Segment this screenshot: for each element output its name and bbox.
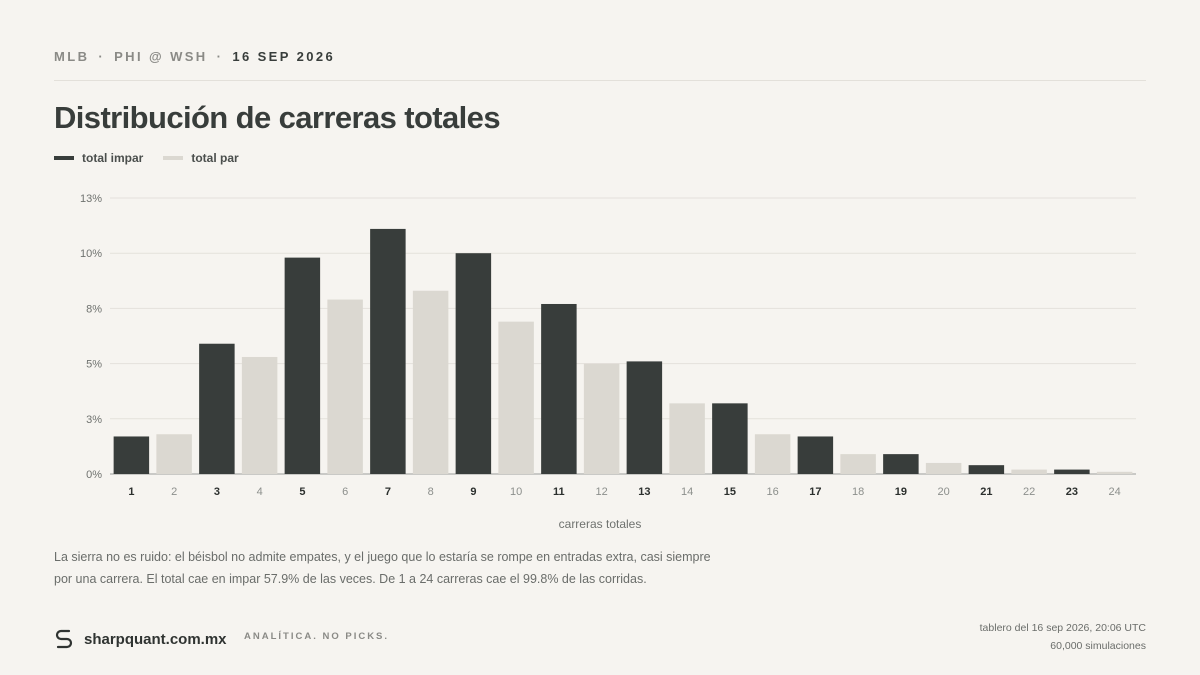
x-tick-label: 1 [128, 486, 134, 498]
legend-swatch-par [163, 156, 184, 160]
x-tick-label: 15 [724, 486, 736, 498]
brand[interactable]: sharpquant.com.mx [54, 628, 227, 650]
legend-label-par: total par [191, 151, 239, 165]
x-tick-label: 22 [1023, 486, 1035, 498]
bar-impar [284, 257, 321, 474]
y-tick-label: 8% [86, 303, 102, 315]
legend-item-impar: total impar [54, 151, 143, 165]
chart-note: La sierra no es ruido: el béisbol no adm… [54, 546, 774, 590]
x-tick-label: 5 [299, 486, 305, 498]
x-tick-label: 8 [428, 486, 434, 498]
x-tick-label: 9 [470, 486, 476, 498]
chart-bars [113, 228, 1133, 474]
legend-item-par: total par [163, 151, 239, 165]
bar-impar [626, 361, 663, 474]
bar-par [327, 299, 363, 474]
x-tick-label: 23 [1066, 486, 1078, 498]
x-tick-label: 24 [1109, 486, 1121, 498]
x-tick-label: 16 [767, 486, 779, 498]
x-tick-label: 21 [980, 486, 992, 498]
bar-impar [712, 403, 748, 474]
legend-label-impar: total impar [82, 151, 144, 165]
site-link[interactable]: sharpquant.com.mx [84, 630, 227, 648]
bar-par [1096, 471, 1133, 474]
note-line-1: La sierra no es ruido: el béisbol no adm… [54, 550, 711, 564]
bar-par [412, 290, 449, 474]
bar-par [925, 462, 962, 474]
bar-par [583, 363, 620, 474]
bar-impar [455, 253, 492, 474]
bar-par [241, 356, 278, 474]
league-label: MLB [54, 49, 90, 64]
bar-impar [1054, 469, 1090, 474]
chart-legend: total impar total par [54, 151, 239, 165]
kicker: MLB · PHI @ WSH · 16 SEP 2026 [54, 49, 335, 64]
y-tick-label: 3% [86, 414, 102, 426]
separator-dot: · [98, 49, 106, 64]
bar-chart: 1 2 3 4 5 6 7 8 9 10 11 12 13 14 15 16 17 18 19 20 21 22 23 24 … [80, 193, 1136, 531]
chart-grid [110, 197, 1136, 475]
x-tick-label: 4 [257, 486, 263, 498]
bar-impar [370, 228, 406, 474]
y-tick-labels: 0% 3% 5% 8% 10% 13% [80, 193, 102, 481]
bar-par [1011, 469, 1047, 474]
x-tick-label: 10 [510, 486, 522, 498]
page-title: Distribución de carreras totales [54, 100, 501, 135]
bar-impar [968, 465, 1005, 474]
bar-par [156, 434, 192, 474]
x-tick-label: 2 [171, 486, 177, 498]
x-tick-label: 17 [809, 486, 821, 498]
x-tick-label: 12 [596, 486, 608, 498]
s-logo-icon [55, 629, 73, 649]
x-tick-label: 19 [895, 486, 907, 498]
x-axis-label: carreras totales [559, 517, 642, 531]
x-tick-label: 7 [385, 486, 391, 498]
x-tick-label: 13 [638, 486, 650, 498]
bar-impar [113, 436, 150, 474]
bar-impar [199, 343, 235, 474]
bar-par [498, 321, 534, 474]
x-tick-label: 18 [852, 486, 864, 498]
bar-par [754, 434, 791, 474]
simulation-count: 60,000 simulaciones [1050, 640, 1146, 652]
note-line-2: por una carrera. El total cae en impar 5… [54, 572, 647, 586]
footer-meta: tablero del 16 sep 2026, 20:06 UTC 60,00… [980, 619, 1146, 655]
header-divider [54, 80, 1146, 81]
bar-impar [541, 303, 577, 474]
x-tick-label: 11 [553, 486, 565, 498]
matchup-label: PHI @ WSH [114, 49, 208, 64]
y-tick-label: 13% [80, 193, 102, 205]
bar-impar [883, 454, 919, 474]
separator-dot: · [216, 49, 224, 64]
legend-swatch-impar [54, 156, 74, 160]
date-label: 16 SEP 2026 [232, 49, 336, 64]
y-tick-label: 10% [80, 248, 102, 260]
x-tick-label: 3 [214, 486, 220, 498]
x-tick-labels: 1 2 3 4 5 6 7 8 9 10 11 12 13 14 15 16 17 18 19 20 21 22 23 24 [128, 486, 1120, 498]
timestamp: tablero del 16 sep 2026, 20:06 UTC [979, 622, 1146, 634]
tagline: ANALÍTICA. NO PICKS. [244, 631, 390, 642]
x-tick-label: 14 [681, 486, 693, 498]
y-tick-label: 5% [86, 359, 102, 371]
x-tick-label: 20 [938, 486, 950, 498]
bar-par [669, 403, 705, 474]
bar-par [840, 454, 876, 474]
x-tick-label: 6 [342, 486, 348, 498]
bar-impar [797, 436, 834, 474]
y-tick-label: 0% [86, 469, 102, 481]
